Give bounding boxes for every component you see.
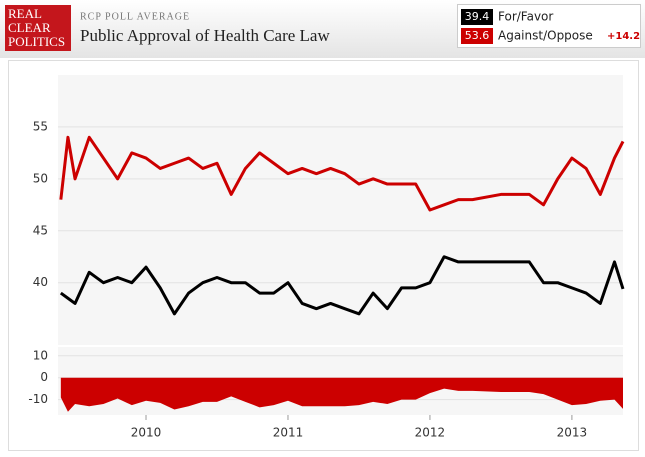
y-tick-label: 40 (33, 275, 48, 289)
series-line (59, 135, 625, 212)
legend-value: 39.4 (465, 10, 490, 23)
x-tick-label: 2010 (131, 426, 162, 440)
legend-label: Against/Oppose (498, 29, 593, 43)
x-tick-label: 2012 (415, 426, 446, 440)
legend-label: For/Favor (498, 10, 553, 24)
logo-box (5, 5, 71, 51)
x-tick-label: 2013 (557, 426, 588, 440)
y2-tick-label: -10 (28, 392, 48, 406)
y2-tick-label: 0 (40, 370, 48, 384)
chart-title: Public Approval of Health Care Law (80, 26, 330, 45)
legend-swatch (461, 9, 493, 25)
subtitle: RCP POLL AVERAGE (80, 11, 190, 22)
y-tick-label: 45 (33, 223, 48, 237)
y2-tick-label: 10 (33, 348, 48, 362)
y-tick-label: 55 (33, 119, 48, 133)
x-tick-label: 2011 (273, 426, 304, 440)
logo-text: POLITICS (8, 34, 65, 49)
series-line (59, 255, 625, 316)
y-tick-label: 50 (33, 171, 48, 185)
plot-bg (58, 75, 623, 345)
logo-text: REAL (8, 6, 42, 21)
spread-label: +14.2 (607, 31, 640, 42)
logo-text: CLEAR (8, 20, 51, 35)
spread-area (60, 377, 624, 412)
legend-value: 53.6 (465, 29, 490, 42)
legend-swatch (461, 28, 493, 44)
